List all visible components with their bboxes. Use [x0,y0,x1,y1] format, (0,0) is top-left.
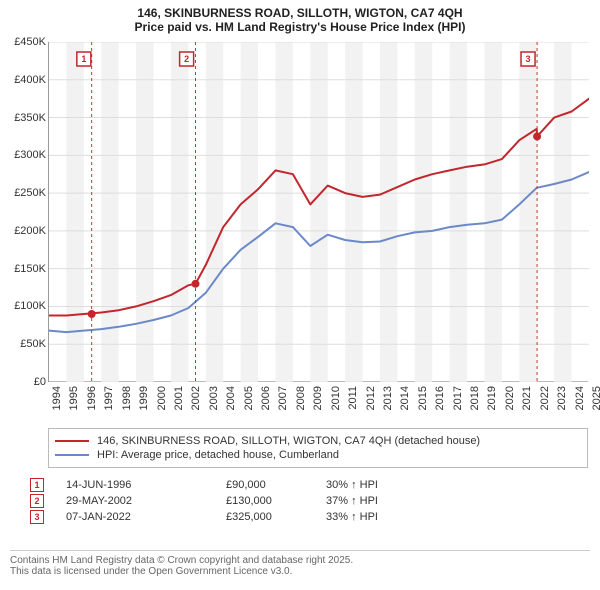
sale-marker-box: 3 [30,510,44,524]
x-tick-label: 2014 [399,386,411,410]
x-tick-label: 2010 [330,386,342,410]
x-tick-label: 2008 [295,386,307,410]
x-tick-label: 1995 [68,386,80,410]
x-tick-label: 2012 [365,386,377,410]
x-tick-label: 2018 [469,386,481,410]
y-tick-label: £200K [14,225,46,237]
x-tick-label: 2003 [208,386,220,410]
x-tick-label: 1999 [138,386,150,410]
plot-area: 1 2 3 [48,42,588,382]
legend-label: 146, SKINBURNESS ROAD, SILLOTH, WIGTON, … [97,435,480,447]
y-tick-label: £100K [14,300,46,312]
x-tick-label: 2004 [225,386,237,410]
y-tick-label: £0 [34,376,46,388]
y-tick-label: £300K [14,149,46,161]
x-tick-label: 2013 [382,386,394,410]
x-tick-label: 2025 [591,386,600,410]
legend: 146, SKINBURNESS ROAD, SILLOTH, WIGTON, … [48,428,588,468]
chart-title: 146, SKINBURNESS ROAD, SILLOTH, WIGTON, … [0,0,600,36]
x-tick-label: 2023 [556,386,568,410]
y-tick-label: £450K [14,36,46,48]
sale-diff: 33% ↑ HPI [326,511,446,523]
sale-marker-box: 1 [30,478,44,492]
x-tick-label: 1994 [51,386,63,410]
x-tick-label: 2021 [521,386,533,410]
x-tick-label: 2017 [452,386,464,410]
plot-svg: 1 2 3 [49,42,589,382]
x-tick-label: 2011 [347,386,359,410]
y-tick-label: £150K [14,263,46,275]
x-tick-label: 2024 [574,386,586,410]
sale-row: 1 14-JUN-1996£90,00030% ↑ HPI [30,478,588,492]
x-tick-label: 2015 [417,386,429,410]
x-tick-label: 2007 [277,386,289,410]
chart-container: £0 £50K £100K £150K £200K £250K £300K £350K £400… [0,42,600,422]
sale-price: £90,000 [226,479,326,491]
sale-price: £325,000 [226,511,326,523]
sale-diff: 37% ↑ HPI [326,495,446,507]
x-tick-label: 2002 [190,386,202,410]
x-tick-label: 2022 [539,386,551,410]
x-tick-label: 1998 [121,386,133,410]
legend-swatch [55,454,89,456]
footer-line-2: This data is licensed under the Open Gov… [10,566,590,577]
svg-text:1: 1 [81,54,86,64]
x-tick-label: 2009 [312,386,324,410]
x-tick-label: 2001 [173,386,185,410]
title-line-2: Price paid vs. HM Land Registry's House … [0,20,600,34]
y-tick-label: £350K [14,112,46,124]
x-tick-label: 1996 [86,386,98,410]
legend-swatch [55,440,89,442]
x-tick-label: 2000 [156,386,168,410]
legend-item: 146, SKINBURNESS ROAD, SILLOTH, WIGTON, … [55,435,581,447]
sale-date: 29-MAY-2002 [66,495,226,507]
sale-date: 14-JUN-1996 [66,479,226,491]
sale-row: 2 29-MAY-2002£130,00037% ↑ HPI [30,494,588,508]
x-tick-label: 2016 [434,386,446,410]
legend-item: HPI: Average price, detached house, Cumb… [55,449,581,461]
sale-diff: 30% ↑ HPI [326,479,446,491]
svg-text:3: 3 [526,54,531,64]
sale-row: 3 07-JAN-2022£325,00033% ↑ HPI [30,510,588,524]
sale-table: 1 14-JUN-1996£90,00030% ↑ HPI 2 29-MAY-2002… [30,476,588,526]
sale-date: 07-JAN-2022 [66,511,226,523]
sale-price: £130,000 [226,495,326,507]
svg-text:2: 2 [184,54,189,64]
x-axis: 1994 1995 1996 1997 1998 1999 2000 2001 2002 2003… [48,382,588,422]
x-tick-label: 2020 [504,386,516,410]
title-line-1: 146, SKINBURNESS ROAD, SILLOTH, WIGTON, … [0,6,600,20]
x-tick-label: 2006 [260,386,272,410]
y-tick-label: £250K [14,187,46,199]
footer: Contains HM Land Registry data © Crown c… [10,550,590,577]
sale-marker-box: 2 [30,494,44,508]
footer-line-1: Contains HM Land Registry data © Crown c… [10,555,590,566]
y-axis: £0£50K£100K£150K£200K£250K£300K£350K£400… [0,42,48,382]
x-tick-label: 1997 [103,386,115,410]
legend-label: HPI: Average price, detached house, Cumb… [97,449,339,461]
x-tick-label: 2019 [486,386,498,410]
x-tick-label: 2005 [243,386,255,410]
y-tick-label: £50K [20,338,46,350]
y-tick-label: £400K [14,74,46,86]
